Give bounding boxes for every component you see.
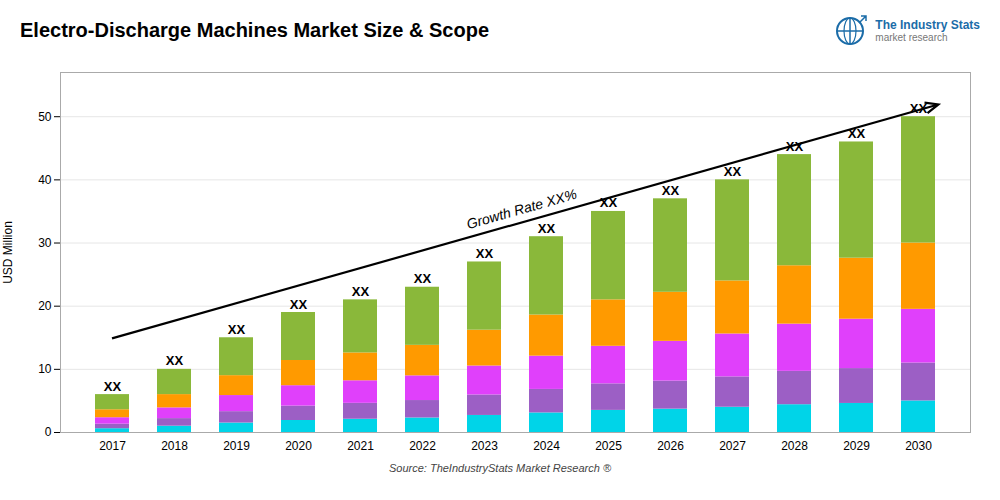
svg-text:XX: XX [847,126,866,141]
svg-text:XX: XX [104,379,122,394]
svg-text:XX: XX [909,100,928,116]
svg-text:2024: 2024 [533,439,560,453]
svg-text:XX: XX [538,221,556,236]
svg-text:Growth Rate XX%: Growth Rate XX% [465,186,579,232]
svg-text:XX: XX [290,297,308,312]
svg-text:30: 30 [38,236,52,250]
html-text:market research: market research [875,31,948,43]
svg-text:0: 0 [45,425,52,439]
svg-text:2019: 2019 [223,439,250,453]
svg-text:2030: 2030 [905,439,932,453]
svg-text:2021: 2021 [347,439,374,453]
svg-text:2026: 2026 [657,439,684,453]
svg-text:2025: 2025 [595,439,622,453]
svg-text:10: 10 [38,362,52,376]
svg-text:2020: 2020 [285,439,312,453]
svg-text:XX: XX [476,246,494,261]
svg-text:2022: 2022 [409,439,436,453]
svg-text:XX: XX [228,322,246,337]
html-text:Source: TheIndustryStats Marke: Source: TheIndustryStats Market Research… [389,462,611,474]
svg-text:2028: 2028 [781,439,808,453]
html-text:Electro-Discharge Machines Mar: Electro-Discharge Machines Market Size &… [20,18,490,41]
svg-text:USD Million: USD Million [1,221,15,284]
svg-text:2018: 2018 [161,439,188,453]
html-text:The Industry Stats: The Industry Stats [875,17,980,32]
svg-text:2029: 2029 [843,439,870,453]
svg-text:XX: XX [724,164,742,179]
svg-text:20: 20 [38,299,52,313]
svg-text:XX: XX [414,271,432,286]
svg-text:50: 50 [38,110,52,124]
svg-text:2023: 2023 [471,439,498,453]
svg-text:XX: XX [785,138,804,154]
svg-text:XX: XX [599,195,618,211]
svg-text:40: 40 [38,173,52,187]
svg-text:XX: XX [352,284,370,299]
svg-text:2017: 2017 [99,439,126,453]
svg-text:XX: XX [166,353,184,368]
svg-text:XX: XX [662,183,680,198]
svg-text:2027: 2027 [719,439,746,453]
